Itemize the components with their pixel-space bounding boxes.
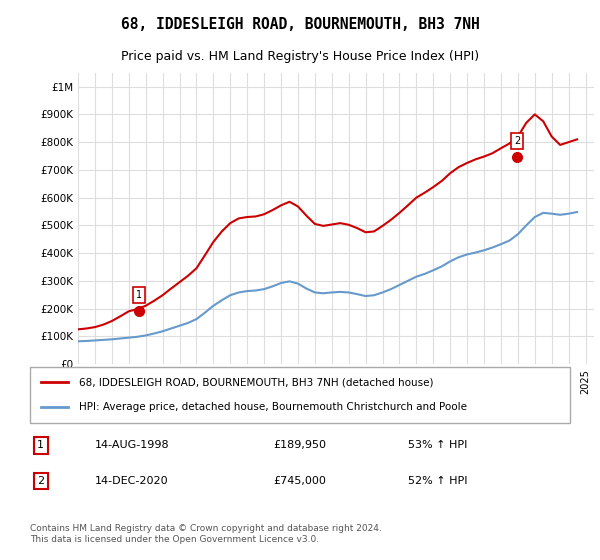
Text: £189,950: £189,950 [273,440,326,450]
Text: 1: 1 [136,290,142,300]
Text: 14-DEC-2020: 14-DEC-2020 [95,476,169,486]
Text: 2: 2 [514,136,520,146]
FancyBboxPatch shape [30,367,570,423]
Text: £745,000: £745,000 [273,476,326,486]
Text: 14-AUG-1998: 14-AUG-1998 [95,440,169,450]
Text: 68, IDDESLEIGH ROAD, BOURNEMOUTH, BH3 7NH: 68, IDDESLEIGH ROAD, BOURNEMOUTH, BH3 7N… [121,17,479,32]
Text: 52% ↑ HPI: 52% ↑ HPI [408,476,467,486]
Text: Contains HM Land Registry data © Crown copyright and database right 2024.
This d: Contains HM Land Registry data © Crown c… [30,524,382,544]
Text: Price paid vs. HM Land Registry's House Price Index (HPI): Price paid vs. HM Land Registry's House … [121,50,479,63]
Text: 68, IDDESLEIGH ROAD, BOURNEMOUTH, BH3 7NH (detached house): 68, IDDESLEIGH ROAD, BOURNEMOUTH, BH3 7N… [79,377,433,388]
Text: 1: 1 [37,440,44,450]
Text: HPI: Average price, detached house, Bournemouth Christchurch and Poole: HPI: Average price, detached house, Bour… [79,402,467,412]
Text: 53% ↑ HPI: 53% ↑ HPI [408,440,467,450]
Text: 2: 2 [37,476,44,486]
